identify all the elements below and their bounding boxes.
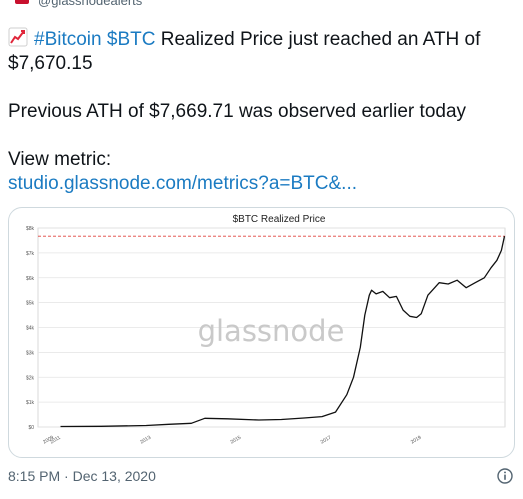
- tweet-line-1-text: Realized Price just reached an ATH of: [155, 29, 481, 50]
- info-icon[interactable]: [497, 468, 513, 484]
- x-tick-label: 2009: [42, 435, 55, 446]
- metric-link[interactable]: studio.glassnode.com/metrics?a=BTC&...: [8, 173, 358, 194]
- realized-price-chart: $BTC Realized Price $0 $1k $2k $3k $4k $5k $6k…: [26, 214, 506, 446]
- avatar[interactable]: [15, 0, 29, 4]
- tweet-line-2: $7,670.15: [8, 53, 93, 74]
- tweet-line-4: View metric:: [8, 149, 112, 170]
- hashtag-bitcoin[interactable]: #Bitcoin: [34, 29, 102, 50]
- tweet-line-1: #Bitcoin $BTC Realized Price just reache…: [8, 27, 518, 52]
- realized-price-line: [60, 236, 506, 428]
- tweet-line-3: Previous ATH of $7,669.71 was observed e…: [8, 101, 467, 122]
- glassnode-watermark: glassnode: [198, 314, 345, 348]
- x-tick-label: 2011: [49, 435, 62, 446]
- y-tick-label: $1k: [26, 400, 35, 406]
- chart-increasing-icon: [8, 27, 28, 47]
- y-tick-label: $8k: [26, 226, 35, 232]
- y-tick-label: $6k: [26, 276, 35, 282]
- x-tick-label: 2015: [230, 435, 243, 446]
- x-tick-label: 2017: [320, 435, 333, 446]
- y-tick-label: $7k: [26, 251, 35, 257]
- y-tick-label: $0: [28, 425, 34, 431]
- y-tick-label: $2k: [26, 375, 35, 381]
- cashtag-btc[interactable]: $BTC: [106, 29, 156, 50]
- tweet-timestamp[interactable]: 8:15 PM · Dec 13, 2020: [8, 468, 156, 484]
- tweet-text: #Bitcoin $BTC Realized Price just reache…: [8, 27, 518, 196]
- chart-title: $BTC Realized Price: [233, 214, 326, 225]
- y-tick-label: $4k: [26, 326, 35, 332]
- account-handle[interactable]: @glassnodealerts: [38, 0, 143, 8]
- y-tick-label: $5k: [26, 301, 35, 307]
- chart-image-card[interactable]: $BTC Realized Price $0 $1k $2k $3k $4k $5k $6k…: [8, 207, 515, 458]
- x-tick-label: 2019: [410, 435, 423, 446]
- x-tick-label: 2013: [139, 435, 152, 446]
- y-tick-label: $3k: [26, 350, 35, 356]
